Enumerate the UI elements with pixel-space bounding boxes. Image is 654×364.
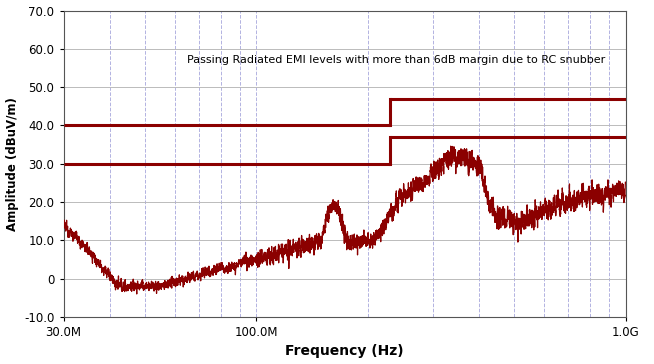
X-axis label: Frequency (Hz): Frequency (Hz)	[285, 344, 404, 359]
Y-axis label: Amplitude (dBuV/m): Amplitude (dBuV/m)	[5, 97, 18, 231]
Text: Passing Radiated EMI levels with more than 6dB margin due to RC snubber: Passing Radiated EMI levels with more th…	[187, 55, 606, 64]
